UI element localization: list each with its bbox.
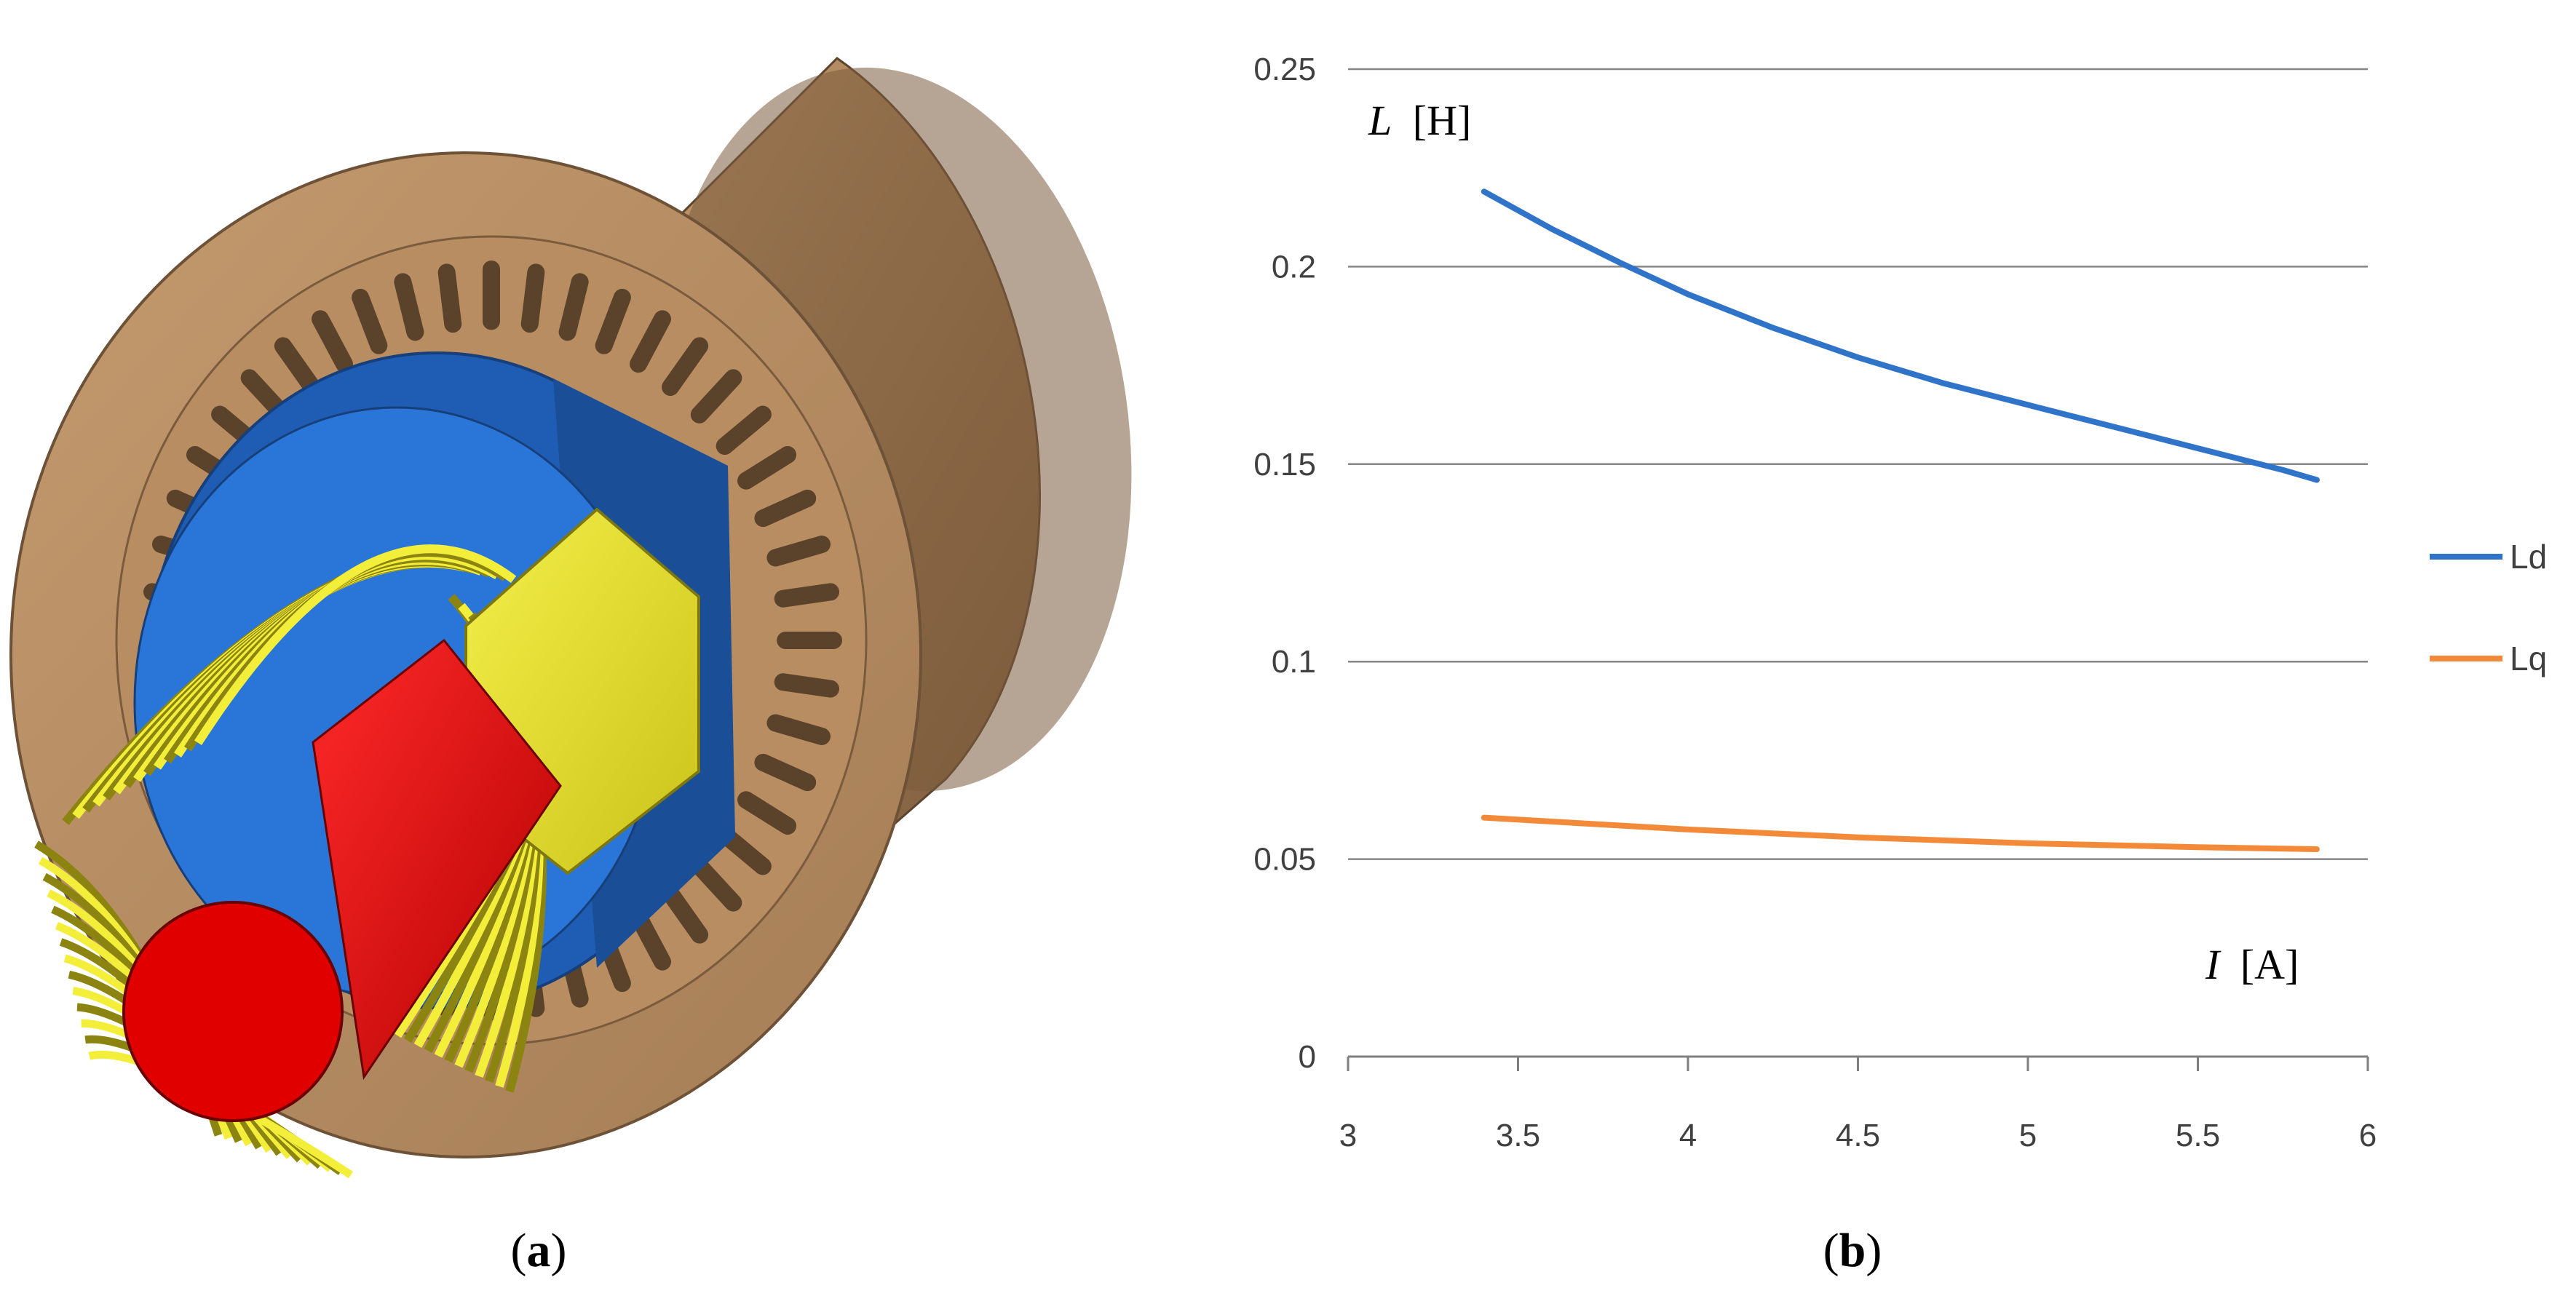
x-tick-label: 3.5	[1496, 1118, 1540, 1153]
chart-gridlines	[1348, 68, 2368, 860]
stator-slot	[774, 583, 839, 608]
stator-slot	[716, 405, 772, 455]
y-tick-label: 0.05	[1253, 842, 1316, 878]
x-tick-labels: 3 3.5 4 4.5 5 5.5 6	[1339, 1118, 2377, 1153]
x-tick-label: 4.5	[1836, 1118, 1880, 1153]
series-line-ld	[1481, 188, 2320, 483]
stator-slot	[766, 714, 831, 745]
stator-slot	[352, 288, 388, 354]
stator-slot	[437, 263, 462, 333]
motor-3d-illustration	[9, 57, 1132, 1179]
stator-slot	[662, 884, 709, 944]
stator-slot	[662, 337, 709, 397]
caption-a: (a)	[511, 1224, 567, 1277]
caption-b-letter: b	[1839, 1224, 1866, 1277]
stator-slot	[754, 489, 817, 528]
caption-b: (b)	[1823, 1224, 1882, 1277]
lamination-sheet	[194, 544, 517, 746]
x-axis-title: I [A]	[2205, 941, 2299, 988]
y-tick-label: 0.2	[1272, 249, 1316, 285]
y-tick-label: 0.15	[1253, 447, 1316, 482]
stator-slot	[558, 273, 589, 341]
stator-slot	[520, 263, 545, 333]
stator-slot	[754, 753, 817, 792]
x-tick-label: 5	[2019, 1118, 2037, 1153]
x-tick-label: 3	[1339, 1118, 1357, 1153]
y-tick-label: 0	[1299, 1039, 1316, 1075]
stator-slot	[690, 857, 742, 912]
stator-slot	[737, 446, 797, 490]
stator-slot	[274, 337, 321, 397]
caption-a-letter: a	[527, 1224, 551, 1277]
x-axis-unit: [A]	[2240, 941, 2299, 988]
stator-slot	[774, 673, 839, 698]
y-axis-unit: [H]	[1413, 97, 1472, 144]
x-tick-label: 4	[1679, 1118, 1697, 1153]
rotor-shaft-body	[312, 638, 562, 1081]
x-tick-marks	[1347, 1057, 2369, 1071]
y-axis-title: L [H]	[1368, 97, 1471, 144]
legend-label-lq: Lq	[2510, 640, 2547, 677]
x-tick-label: 6	[2359, 1118, 2377, 1153]
y-axis-symbol: L	[1368, 97, 1392, 144]
series-line-lq	[1481, 814, 2320, 852]
x-axis-symbol: I	[2205, 941, 2222, 988]
stator-slot	[737, 791, 797, 835]
y-tick-label: 0.25	[1253, 52, 1316, 87]
chart-legend: Ld Lq	[2430, 538, 2547, 677]
x-tick-label: 5.5	[2176, 1118, 2220, 1153]
stator-slot	[690, 369, 742, 424]
chart-series	[1481, 188, 2320, 852]
stator-slot	[630, 310, 671, 373]
stator-slot	[312, 310, 353, 373]
legend-label-ld: Ld	[2510, 538, 2547, 576]
y-tick-labels: 0 0.05 0.1 0.15 0.2 0.25	[1253, 52, 1316, 1075]
inductance-chart: 00.050.10.150.20.25 3 3.5 4 4.5 5 5.5 6 L [H] …	[1253, 52, 2547, 1153]
rotor-shaft-end	[122, 901, 344, 1122]
stator-slot	[766, 536, 831, 567]
stator-slot	[394, 273, 424, 341]
y-tick-label: 0.1	[1272, 644, 1316, 680]
stator-slot	[595, 288, 631, 354]
